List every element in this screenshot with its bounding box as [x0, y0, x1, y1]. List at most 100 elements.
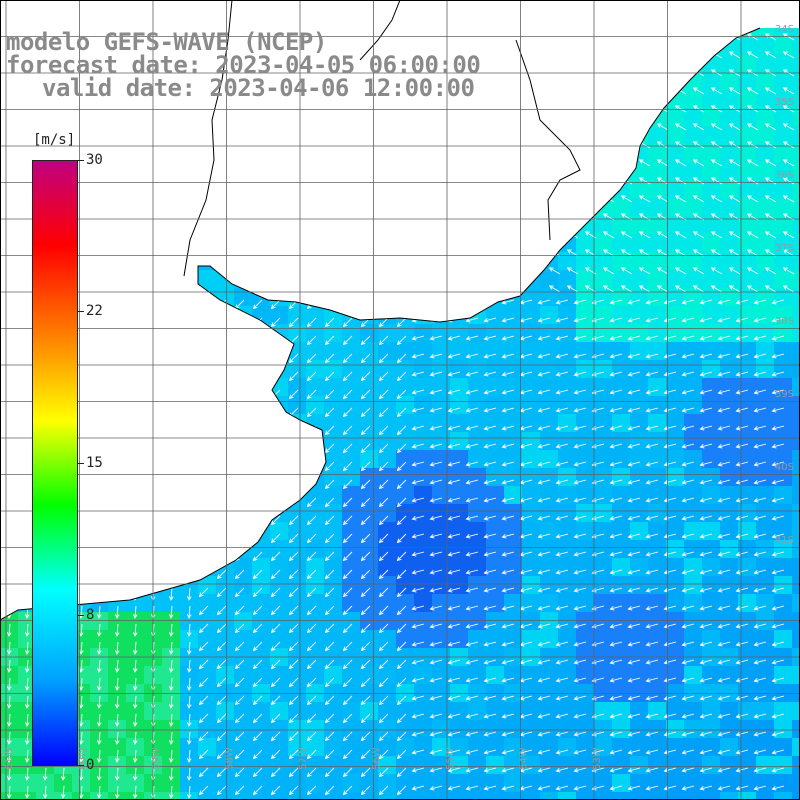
wind-arrow — [555, 299, 569, 305]
wind-arrow — [234, 677, 245, 688]
wind-arrow — [114, 623, 120, 637]
wind-arrow — [324, 371, 335, 382]
wind-arrow — [645, 461, 659, 467]
wind-arrow — [771, 587, 785, 593]
wind-arrow — [483, 659, 497, 665]
wind-arrow — [465, 533, 479, 539]
wind-arrow — [681, 641, 695, 647]
wind-arrow — [656, 285, 669, 293]
wind-arrow — [396, 461, 407, 472]
wind-arrow — [717, 713, 731, 719]
wind-arrow — [447, 479, 461, 485]
wind-arrow — [717, 587, 731, 593]
wind-arrow — [198, 623, 209, 634]
wind-arrow — [168, 605, 174, 619]
wind-arrow — [735, 497, 749, 503]
wind-arrow — [465, 443, 479, 449]
wind-arrow — [681, 587, 695, 593]
wind-arrow — [483, 767, 497, 773]
wind-arrow — [447, 749, 461, 755]
wind-arrow — [627, 731, 641, 737]
wind-arrow — [645, 533, 659, 539]
wind-arrow — [447, 515, 461, 521]
wind-arrow — [645, 497, 659, 503]
wind-arrow — [447, 425, 461, 431]
wind-arrow — [483, 389, 497, 395]
wind-arrow — [186, 587, 192, 601]
wind-arrow — [692, 159, 705, 167]
wind-arrow — [114, 767, 120, 781]
wind-arrow — [555, 461, 569, 467]
wind-arrow — [753, 317, 767, 323]
wind-arrow — [573, 677, 587, 683]
wind-arrow — [411, 623, 425, 629]
wind-arrow — [555, 317, 569, 323]
wind-arrow — [396, 767, 407, 778]
wind-arrow — [114, 749, 120, 763]
wind-arrow — [645, 767, 659, 773]
wind-arrow — [465, 749, 479, 755]
wind-arrow — [360, 731, 371, 742]
wind-arrow — [360, 353, 371, 364]
wind-arrow — [306, 785, 317, 796]
wind-arrow — [198, 695, 209, 706]
wind-arrow — [699, 605, 713, 611]
wind-arrow — [717, 515, 731, 521]
wind-arrow — [96, 659, 102, 673]
wind-arrow — [288, 371, 299, 382]
wind-arrow — [566, 249, 579, 257]
wind-arrow — [681, 407, 695, 413]
wind-arrow — [656, 141, 669, 149]
latitude-label: 35S — [775, 97, 794, 108]
longitude-label: 57W — [298, 747, 309, 770]
wind-arrow — [681, 425, 695, 431]
wind-arrow — [663, 695, 677, 701]
wind-arrow — [252, 767, 263, 778]
wind-arrow — [663, 443, 677, 449]
wind-arrow — [342, 515, 353, 526]
wind-arrow — [501, 497, 515, 503]
longitude-label: 59W — [151, 747, 162, 770]
wind-arrow — [447, 605, 461, 611]
wind-arrow — [609, 767, 623, 773]
wind-arrow — [573, 587, 587, 593]
wind-arrow — [638, 285, 651, 293]
wind-arrow — [396, 569, 407, 580]
wind-arrow — [342, 695, 353, 706]
wind-arrow — [728, 159, 741, 167]
wind-arrow — [710, 267, 723, 275]
wind-arrow — [447, 407, 461, 413]
wind-arrow — [288, 389, 299, 400]
wind-arrow — [270, 713, 281, 724]
wind-arrow — [465, 623, 479, 629]
wind-arrow — [429, 623, 443, 629]
wind-arrow — [674, 249, 687, 257]
wind-arrow — [609, 479, 623, 485]
wind-arrow — [24, 767, 30, 781]
wind-arrow — [609, 785, 623, 791]
wind-arrow — [663, 479, 677, 485]
wind-arrow — [602, 285, 615, 293]
wind-arrow — [771, 569, 785, 575]
wind-arrow — [771, 317, 785, 323]
wind-arrow — [681, 389, 695, 395]
wind-arrow — [288, 695, 299, 706]
wind-arrow — [378, 767, 389, 778]
wind-arrow — [324, 641, 335, 652]
wind-arrow — [555, 389, 569, 395]
wind-arrow — [270, 515, 281, 526]
wind-arrow — [573, 731, 587, 737]
latitude-label: 34S — [775, 24, 794, 35]
wind-arrow — [378, 677, 389, 688]
wind-arrow — [324, 605, 335, 616]
wind-arrow — [771, 551, 785, 557]
wind-arrow — [216, 749, 227, 760]
wind-arrow — [782, 51, 795, 59]
wind-arrow — [447, 677, 461, 683]
wind-arrow — [396, 317, 407, 328]
wind-arrow — [216, 623, 227, 634]
wind-arrow — [501, 515, 515, 521]
wind-arrow — [270, 659, 281, 670]
colorbar — [32, 160, 78, 766]
wind-arrow — [746, 159, 759, 167]
